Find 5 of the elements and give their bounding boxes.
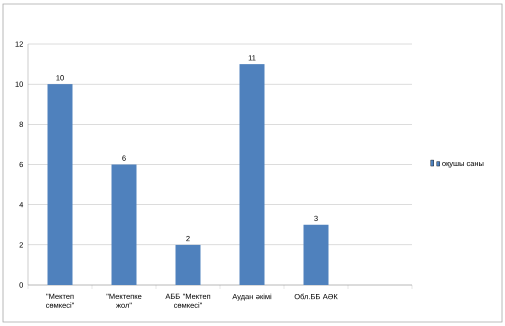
bar [240,64,265,285]
bar [48,84,73,285]
bar [112,164,137,285]
bar [304,224,329,285]
bar [176,244,201,285]
